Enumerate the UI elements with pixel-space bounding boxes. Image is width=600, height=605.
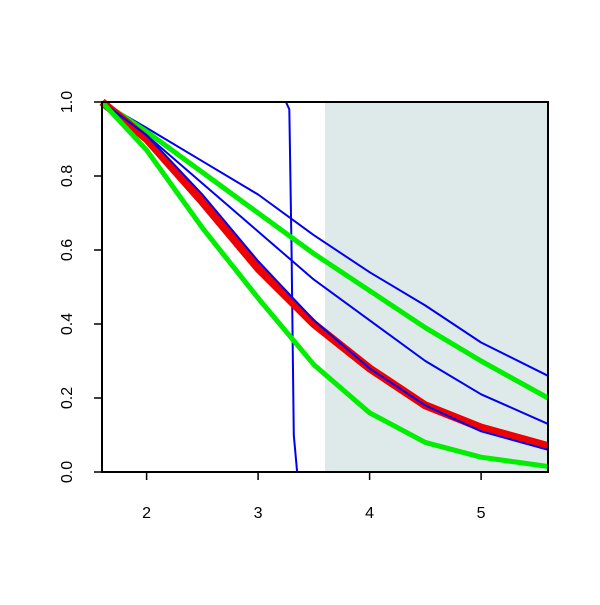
series-line <box>100 100 549 469</box>
series-line <box>101 101 549 377</box>
series-line <box>101 101 549 425</box>
y-tick-label: 0.6 <box>59 239 76 261</box>
y-tick-label: 0.4 <box>59 313 76 335</box>
y-tick-label: 0.2 <box>59 387 76 409</box>
series-line <box>99 98 550 450</box>
plot-frame <box>101 101 549 473</box>
series-line <box>101 101 549 451</box>
series-line <box>100 99 550 401</box>
x-tick-label: 2 <box>142 505 151 522</box>
shaded-region <box>325 102 548 472</box>
x-tick-label: 4 <box>365 505 374 522</box>
y-tick-label: 1.0 <box>59 91 76 113</box>
y-tick-label: 0.8 <box>59 165 76 187</box>
y-tick-label: 0.0 <box>59 461 76 483</box>
x-tick-label: 5 <box>477 505 486 522</box>
x-tick-label: 3 <box>254 505 263 522</box>
